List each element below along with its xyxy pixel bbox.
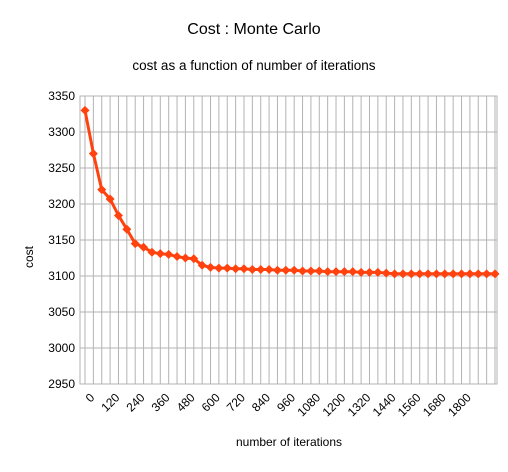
data-point [88, 149, 98, 159]
data-point [97, 185, 107, 195]
data-point [105, 194, 115, 204]
data-point [306, 266, 316, 276]
data-point [406, 269, 416, 279]
x-tick-label: 480 [174, 390, 198, 414]
data-point [331, 267, 341, 277]
y-tick-label: 3350 [48, 89, 75, 103]
data-point [440, 269, 450, 279]
x-tick-label: 1560 [395, 390, 424, 419]
x-tick-label: 360 [149, 390, 173, 414]
y-tick-label: 3300 [48, 125, 75, 139]
data-point [180, 253, 190, 263]
data-point [390, 269, 400, 279]
y-axis-title: cost [22, 245, 36, 268]
data-point [155, 249, 165, 259]
data-point [222, 263, 232, 273]
x-tick-label: 120 [98, 390, 122, 414]
data-point [272, 265, 282, 275]
data-point [289, 265, 299, 275]
data-point [373, 267, 383, 277]
data-point [415, 269, 425, 279]
chart-title: Cost : Monte Carlo [187, 21, 320, 38]
data-point [80, 105, 90, 115]
data-point [348, 267, 358, 277]
y-tick-label: 3000 [48, 341, 75, 355]
x-tick-label: 720 [224, 390, 248, 414]
data-point [206, 262, 216, 272]
x-tick-label: 600 [199, 390, 223, 414]
data-point [256, 265, 266, 275]
data-point [189, 254, 199, 264]
data-point [231, 264, 241, 274]
data-point [465, 269, 475, 279]
data-point [197, 260, 207, 270]
x-tick-label: 1200 [320, 390, 349, 419]
x-tick-label: 240 [123, 390, 147, 414]
data-point [130, 239, 140, 249]
chart-subtitle: cost as a function of number of iteratio… [132, 58, 375, 73]
data-point [381, 268, 391, 278]
data-point [482, 269, 492, 279]
data-point [239, 264, 249, 274]
data-point [214, 263, 224, 273]
data-point [298, 266, 308, 276]
data-point [264, 265, 274, 275]
y-tick-label: 2950 [48, 377, 75, 391]
x-tick-label: 1080 [294, 390, 323, 419]
x-tick-label: 1320 [345, 390, 374, 419]
y-tick-label: 3150 [48, 233, 75, 247]
y-tick-label: 3100 [48, 269, 75, 283]
data-point [247, 265, 257, 275]
data-point [431, 269, 441, 279]
data-point [457, 269, 467, 279]
x-tick-label: 0 [83, 390, 98, 405]
x-tick-label: 840 [249, 390, 273, 414]
data-point [339, 267, 349, 277]
data-point [281, 265, 291, 275]
data-point [147, 247, 157, 257]
data-point [490, 269, 500, 279]
data-point [164, 249, 174, 259]
data-point [423, 269, 433, 279]
x-tick-label: 1440 [370, 390, 399, 419]
data-point [323, 267, 333, 277]
data-point [448, 269, 458, 279]
x-tick-label: 1680 [420, 390, 449, 419]
y-tick-label: 3200 [48, 197, 75, 211]
data-point [398, 269, 408, 279]
data-point [122, 224, 132, 234]
data-point [356, 267, 366, 277]
data-point [139, 242, 149, 252]
data-point [172, 252, 182, 262]
y-tick-label: 3050 [48, 305, 75, 319]
y-tick-label: 3250 [48, 161, 75, 175]
data-point [473, 269, 483, 279]
x-axis-title: number of iterations [236, 435, 342, 449]
data-point [113, 211, 123, 221]
x-tick-label: 1800 [445, 390, 474, 419]
data-point [314, 266, 324, 276]
data-point [364, 267, 374, 277]
